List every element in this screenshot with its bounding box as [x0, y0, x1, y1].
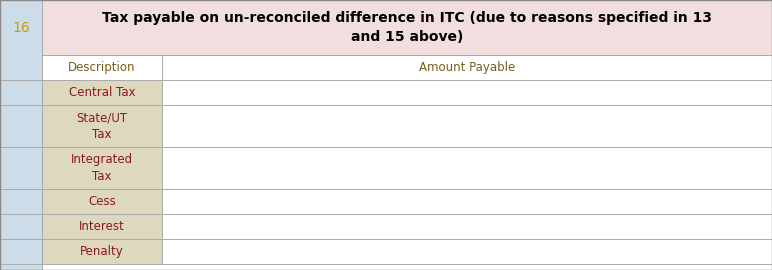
Bar — [42, 55, 162, 80]
Bar — [162, 214, 772, 239]
Text: State/UT
Tax: State/UT Tax — [76, 112, 127, 140]
Bar — [162, 239, 772, 264]
Text: Interest: Interest — [79, 220, 125, 233]
Bar — [42, 189, 162, 214]
Bar — [162, 80, 772, 105]
Text: 16: 16 — [12, 21, 30, 35]
Bar — [0, 147, 42, 189]
Bar — [42, 0, 772, 55]
Text: Amount Payable: Amount Payable — [419, 61, 515, 74]
Bar — [42, 80, 162, 105]
Text: Cess: Cess — [88, 195, 116, 208]
Bar — [162, 147, 772, 189]
Bar — [0, 239, 42, 264]
Text: Description: Description — [68, 61, 136, 74]
Bar — [0, 189, 42, 214]
Text: Tax payable on un-reconciled difference in ITC (due to reasons specified in 13
a: Tax payable on un-reconciled difference … — [102, 11, 712, 44]
Bar — [42, 105, 162, 147]
Bar — [162, 55, 772, 80]
Bar — [42, 147, 162, 189]
Text: Integrated
Tax: Integrated Tax — [71, 154, 133, 183]
Bar — [42, 239, 162, 264]
Bar — [42, 214, 162, 239]
Text: Central Tax: Central Tax — [69, 86, 135, 99]
Bar — [0, 80, 42, 105]
Bar — [0, 105, 42, 147]
Bar — [0, 0, 42, 270]
Text: Penalty: Penalty — [80, 245, 124, 258]
Bar — [162, 189, 772, 214]
Bar — [0, 214, 42, 239]
Bar — [162, 105, 772, 147]
